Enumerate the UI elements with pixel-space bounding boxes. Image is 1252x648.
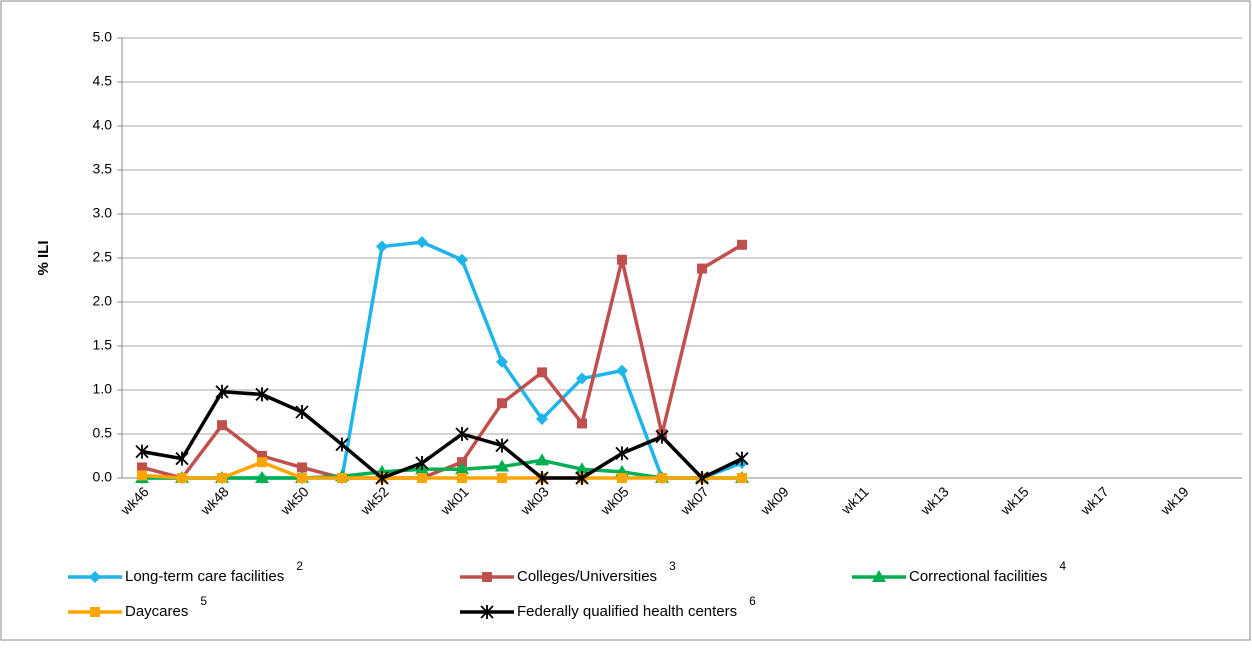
marker	[335, 437, 349, 452]
marker	[455, 462, 469, 475]
marker	[257, 457, 267, 468]
y-tick-label: 0.0	[93, 469, 113, 485]
y-tick-label: 4.0	[93, 117, 113, 133]
y-tick-label: 5.0	[93, 29, 113, 45]
marker	[217, 420, 227, 431]
marker	[575, 471, 589, 485]
marker	[695, 471, 709, 485]
marker	[480, 605, 494, 619]
marker	[456, 253, 468, 266]
marker	[535, 453, 549, 466]
legend-label: Long-term care facilities	[125, 568, 284, 585]
y-tick-label: 4.5	[93, 73, 113, 89]
marker	[735, 451, 749, 466]
marker	[576, 372, 588, 385]
legend-footnote: 2	[296, 559, 303, 573]
y-tick-label: 2.0	[93, 293, 113, 309]
legend-item: Long-term care facilities 2	[68, 559, 303, 585]
marker	[90, 607, 100, 617]
marker	[135, 444, 149, 459]
marker	[215, 384, 229, 399]
legend-label: Colleges/Universities	[517, 568, 657, 585]
legend-item: Colleges/Universities 3	[460, 559, 676, 585]
marker	[457, 473, 467, 483]
legend-item: Federally qualified health centers 6	[460, 594, 756, 620]
legend-label: Federally qualified health centers	[517, 603, 737, 620]
marker	[575, 462, 589, 475]
legend-footnote: 6	[749, 594, 756, 608]
y-tick-label: 1.5	[93, 337, 113, 353]
marker	[376, 240, 388, 253]
y-tick-label: 2.5	[93, 249, 113, 265]
marker	[697, 263, 707, 274]
marker	[137, 462, 147, 473]
series-line	[142, 458, 742, 480]
legend-item: Daycares 5	[68, 594, 207, 620]
y-tick-label: 0.5	[93, 425, 113, 441]
marker	[297, 473, 307, 483]
series-line	[141, 460, 742, 480]
marker	[175, 451, 189, 466]
legend-label: Daycares	[125, 603, 188, 620]
marker	[255, 387, 269, 402]
marker	[295, 405, 309, 419]
marker	[416, 236, 428, 249]
marker	[457, 457, 467, 468]
marker	[496, 355, 508, 368]
marker	[495, 459, 509, 472]
series-line	[141, 390, 743, 480]
marker	[872, 570, 886, 582]
y-tick-label: 1.0	[93, 381, 113, 397]
marker	[617, 254, 627, 265]
marker	[415, 456, 429, 471]
marker	[482, 572, 492, 582]
marker	[497, 473, 507, 483]
marker	[137, 470, 147, 481]
legend-footnote: 5	[200, 594, 207, 608]
marker	[657, 473, 667, 483]
marker	[217, 473, 227, 483]
y-tick-label: 3.0	[93, 205, 113, 221]
marker	[737, 239, 747, 250]
marker	[497, 398, 507, 409]
marker	[375, 471, 389, 485]
y-axis-label: % ILI	[35, 240, 52, 275]
marker	[737, 473, 747, 483]
marker	[617, 473, 627, 483]
legend-item: Correctional facilities 4	[852, 559, 1066, 585]
marker	[337, 473, 347, 483]
marker	[577, 418, 587, 429]
marker	[417, 473, 427, 483]
legend-footnote: 3	[669, 559, 676, 573]
marker	[257, 451, 267, 461]
marker	[495, 438, 509, 453]
marker	[455, 427, 469, 441]
marker	[536, 413, 548, 426]
marker	[537, 367, 547, 378]
legend-footnote: 4	[1059, 559, 1066, 573]
marker	[655, 429, 669, 444]
marker	[89, 571, 101, 583]
marker	[616, 364, 628, 377]
y-tick-label: 3.5	[93, 161, 113, 177]
marker	[255, 471, 269, 483]
marker	[615, 446, 629, 461]
marker	[535, 471, 549, 485]
marker	[177, 473, 187, 483]
legend-label: Correctional facilities	[909, 568, 1047, 585]
marker	[297, 462, 307, 473]
